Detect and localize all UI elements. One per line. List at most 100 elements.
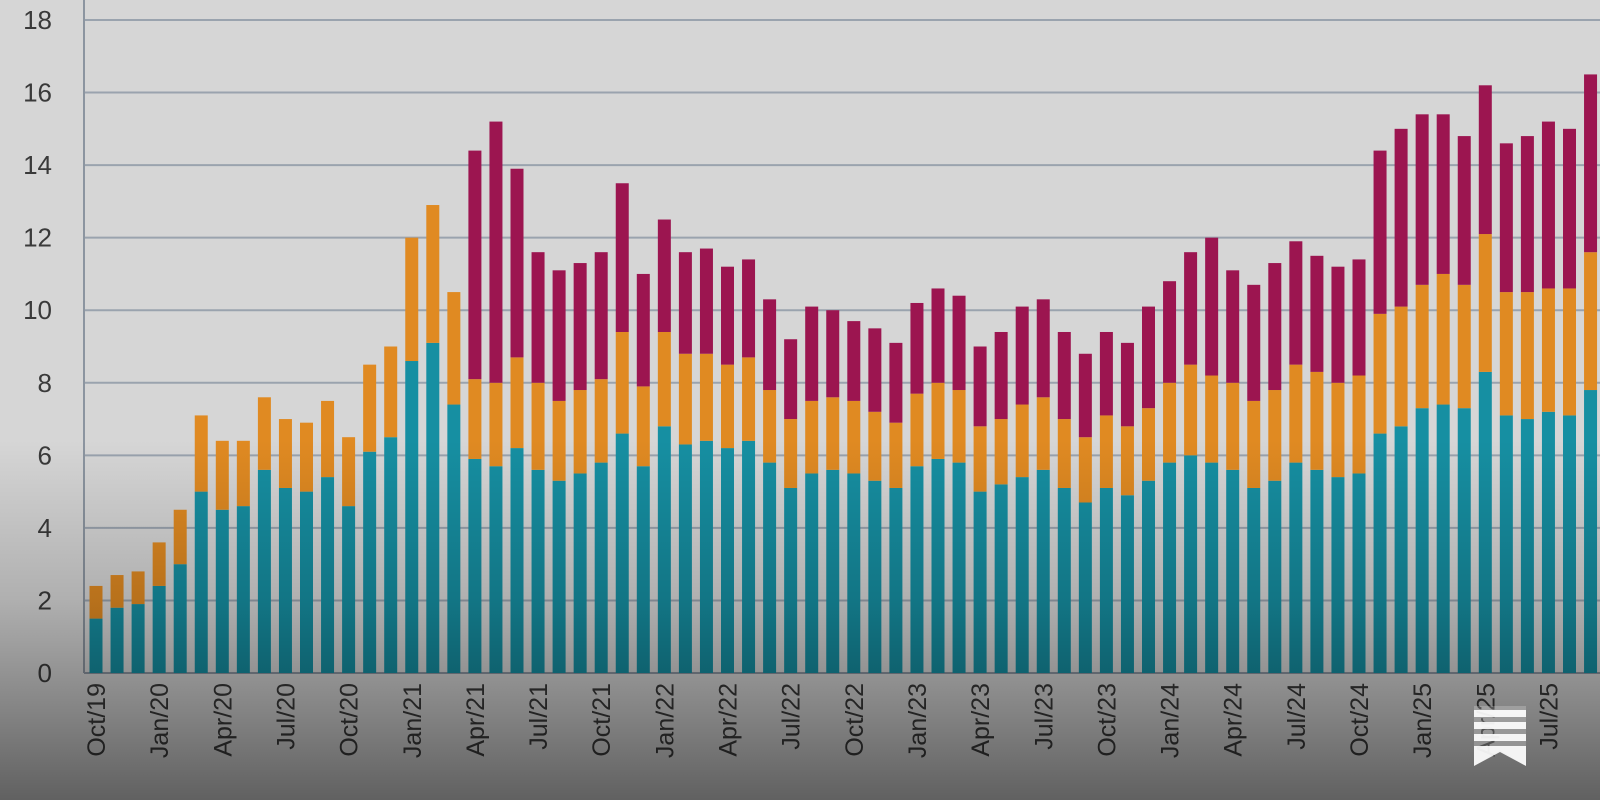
bar-segment-top xyxy=(1331,266,1345,383)
y-tick-label: 12 xyxy=(23,223,52,253)
bar-segment-bottom xyxy=(363,451,377,673)
bar-segment-bottom xyxy=(1036,469,1050,673)
bar-segment-middle xyxy=(1078,437,1092,503)
bar-segment-middle xyxy=(468,379,482,459)
bar-segment-top xyxy=(1226,270,1240,383)
bar-segment-top xyxy=(1520,136,1534,293)
bar-segment-top xyxy=(657,219,671,332)
x-tick-label: Oct/24 xyxy=(1346,683,1374,757)
bar-segment-bottom xyxy=(1184,455,1198,673)
bar-segment-top xyxy=(1099,331,1113,416)
bar-segment-middle xyxy=(1352,375,1366,474)
bar-segment-top xyxy=(994,331,1008,420)
bar-segment-bottom xyxy=(1457,408,1471,673)
bar-segment-bottom xyxy=(1584,390,1598,673)
bar-segment-bottom xyxy=(1415,408,1429,673)
bar-segment-top xyxy=(1436,114,1450,274)
bar-segment-middle xyxy=(994,419,1008,485)
bar-segment-top xyxy=(573,263,587,391)
bar-segment-middle xyxy=(194,415,208,492)
y-tick-label: 16 xyxy=(23,78,52,108)
bar-segment-top xyxy=(1142,306,1155,409)
bar-segment-middle xyxy=(1541,288,1555,412)
bar-segment-top xyxy=(1184,252,1198,365)
bar-segment-middle xyxy=(510,357,524,449)
bar-segment-top xyxy=(1563,128,1576,289)
bookmark-stripes-icon xyxy=(1474,706,1526,766)
bar-segment-middle xyxy=(1036,397,1050,470)
x-tick-label: Jan/20 xyxy=(146,683,174,758)
bar-segment-bottom xyxy=(300,491,313,673)
y-tick-label: 0 xyxy=(38,658,52,688)
bar-segment-bottom xyxy=(1078,502,1092,673)
bar-segment-top xyxy=(763,299,777,391)
bar-segment-bottom xyxy=(1478,371,1492,673)
bar-segment-bottom xyxy=(1373,433,1387,673)
bar-segment-top xyxy=(826,310,840,398)
bar-segment-bottom xyxy=(1563,415,1576,673)
bar-segment-top xyxy=(952,295,966,391)
bar-segment-top xyxy=(784,339,798,420)
bar-segment-bottom xyxy=(552,480,566,673)
x-tick-label: Oct/20 xyxy=(336,683,364,757)
bar-segment-bottom xyxy=(636,466,650,673)
bar-segment-middle xyxy=(1184,364,1198,456)
bar-segment-middle xyxy=(1584,252,1598,391)
x-tick-label: Jul/24 xyxy=(1283,683,1311,750)
x-tick-label: Oct/21 xyxy=(588,683,616,757)
bar-segment-middle xyxy=(805,400,819,474)
x-tick-label: Apr/22 xyxy=(715,683,743,757)
bar-segment-middle xyxy=(826,397,840,470)
bar-segment-bottom xyxy=(952,462,966,673)
bar-segment-bottom xyxy=(1205,462,1219,673)
bar-segment-bottom xyxy=(173,564,187,673)
bar-segment-middle xyxy=(889,422,903,488)
bar-segment-middle xyxy=(847,400,861,474)
bar-segment-bottom xyxy=(1310,469,1324,673)
bar-segment-middle xyxy=(721,364,734,449)
x-tick-labels: Oct/19 Jan/20 Apr/20 Jul/20 Oct/20 Jan/21 Apr/… xyxy=(83,683,1600,758)
bar-segment-middle xyxy=(1205,375,1219,463)
bar-segment-bottom xyxy=(1289,462,1303,673)
bar-segment-middle xyxy=(384,346,398,438)
bar-segment-bottom xyxy=(678,444,692,673)
bar-segment-middle xyxy=(215,440,229,510)
bar-segment-top xyxy=(636,273,650,387)
bar-segment-middle xyxy=(1247,400,1261,488)
bar-segment-middle xyxy=(257,397,271,470)
bar-segment-middle xyxy=(931,382,945,459)
bar-segment-top xyxy=(805,306,819,401)
bar-segment-top xyxy=(1289,241,1303,365)
x-tick-label: Apr/21 xyxy=(462,683,490,757)
bar-segment-middle xyxy=(426,205,440,343)
bar-segment-top xyxy=(1163,281,1177,383)
bar-segment-bottom xyxy=(1331,477,1345,673)
bar-segment-middle xyxy=(1415,284,1429,409)
bar-segment-bottom xyxy=(405,361,419,673)
bar-segment-bottom xyxy=(721,448,734,673)
bar-segment-top xyxy=(510,168,524,358)
bar-segment-middle xyxy=(952,390,966,463)
bar-segment-bottom xyxy=(742,440,756,673)
bar-segment-bottom xyxy=(805,473,819,673)
bar-segment-middle xyxy=(531,382,545,470)
bar-segment-top xyxy=(868,328,882,412)
bar-segment-middle xyxy=(573,390,587,474)
x-tick-label: Jan/25 xyxy=(1409,683,1437,758)
bar-segment-bottom xyxy=(1436,404,1450,673)
x-tick-label: Apr/20 xyxy=(209,683,237,757)
x-tick-label: Jul/23 xyxy=(1030,683,1058,750)
bar-segment-middle xyxy=(1226,382,1240,470)
x-tick-label: Apr/24 xyxy=(1220,683,1248,757)
bar-segment-bottom xyxy=(110,607,124,673)
bar-segment-middle xyxy=(1310,371,1324,470)
bar-segment-bottom xyxy=(1541,411,1555,673)
bar-segment-middle xyxy=(742,357,756,441)
bar-segment-top xyxy=(1078,353,1092,438)
bar-segment-middle xyxy=(1457,284,1471,409)
bar-segment-top xyxy=(1352,259,1366,376)
bar-segment-top xyxy=(721,266,734,365)
bar-segment-bottom xyxy=(1520,419,1534,673)
bar-segment-middle xyxy=(868,411,882,481)
bar-segment-middle xyxy=(321,400,335,478)
